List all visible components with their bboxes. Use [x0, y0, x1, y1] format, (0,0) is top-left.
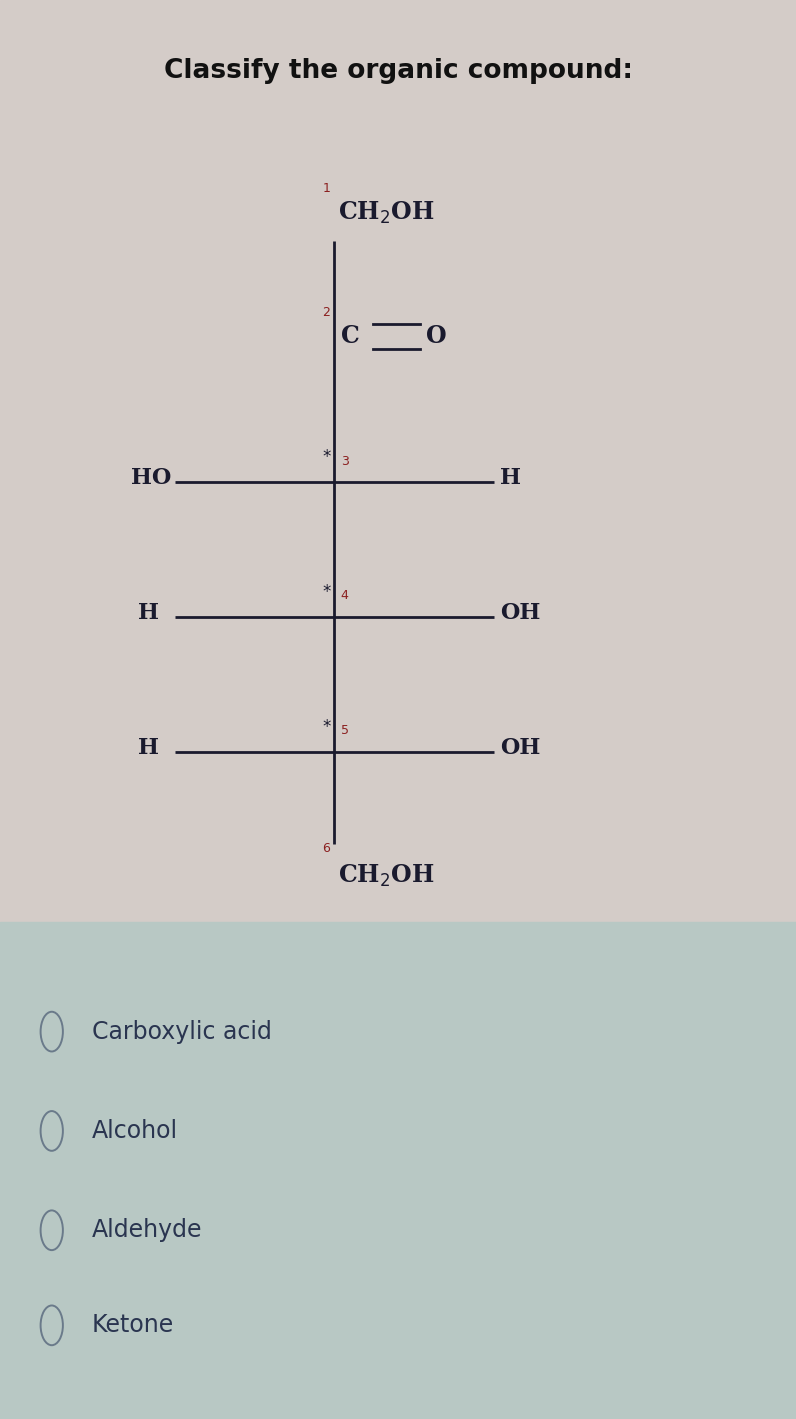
- Text: OH: OH: [500, 602, 540, 624]
- Text: 6: 6: [322, 841, 330, 856]
- Text: H: H: [139, 602, 159, 624]
- Text: O: O: [426, 325, 447, 348]
- Text: 2: 2: [322, 305, 330, 319]
- Text: Classify the organic compound:: Classify the organic compound:: [163, 58, 633, 84]
- Text: Aldehyde: Aldehyde: [92, 1219, 202, 1242]
- Text: *: *: [322, 448, 330, 465]
- Text: Alcohol: Alcohol: [92, 1120, 178, 1142]
- Text: H: H: [139, 736, 159, 759]
- Text: CH$_2$OH: CH$_2$OH: [338, 200, 435, 226]
- Text: 4: 4: [341, 589, 349, 603]
- Text: OH: OH: [500, 736, 540, 759]
- Bar: [0, 0, 796, 922]
- Text: C: C: [341, 325, 360, 348]
- Text: H: H: [500, 467, 521, 490]
- Text: 3: 3: [341, 454, 349, 468]
- Text: Carboxylic acid: Carboxylic acid: [92, 1020, 271, 1043]
- Text: 5: 5: [341, 724, 349, 738]
- Text: HO: HO: [131, 467, 171, 490]
- Text: 1: 1: [322, 182, 330, 196]
- Text: *: *: [322, 718, 330, 735]
- Text: CH$_2$OH: CH$_2$OH: [338, 863, 435, 888]
- Text: Ketone: Ketone: [92, 1314, 174, 1337]
- Bar: [0, 922, 796, 1419]
- Text: *: *: [322, 583, 330, 600]
